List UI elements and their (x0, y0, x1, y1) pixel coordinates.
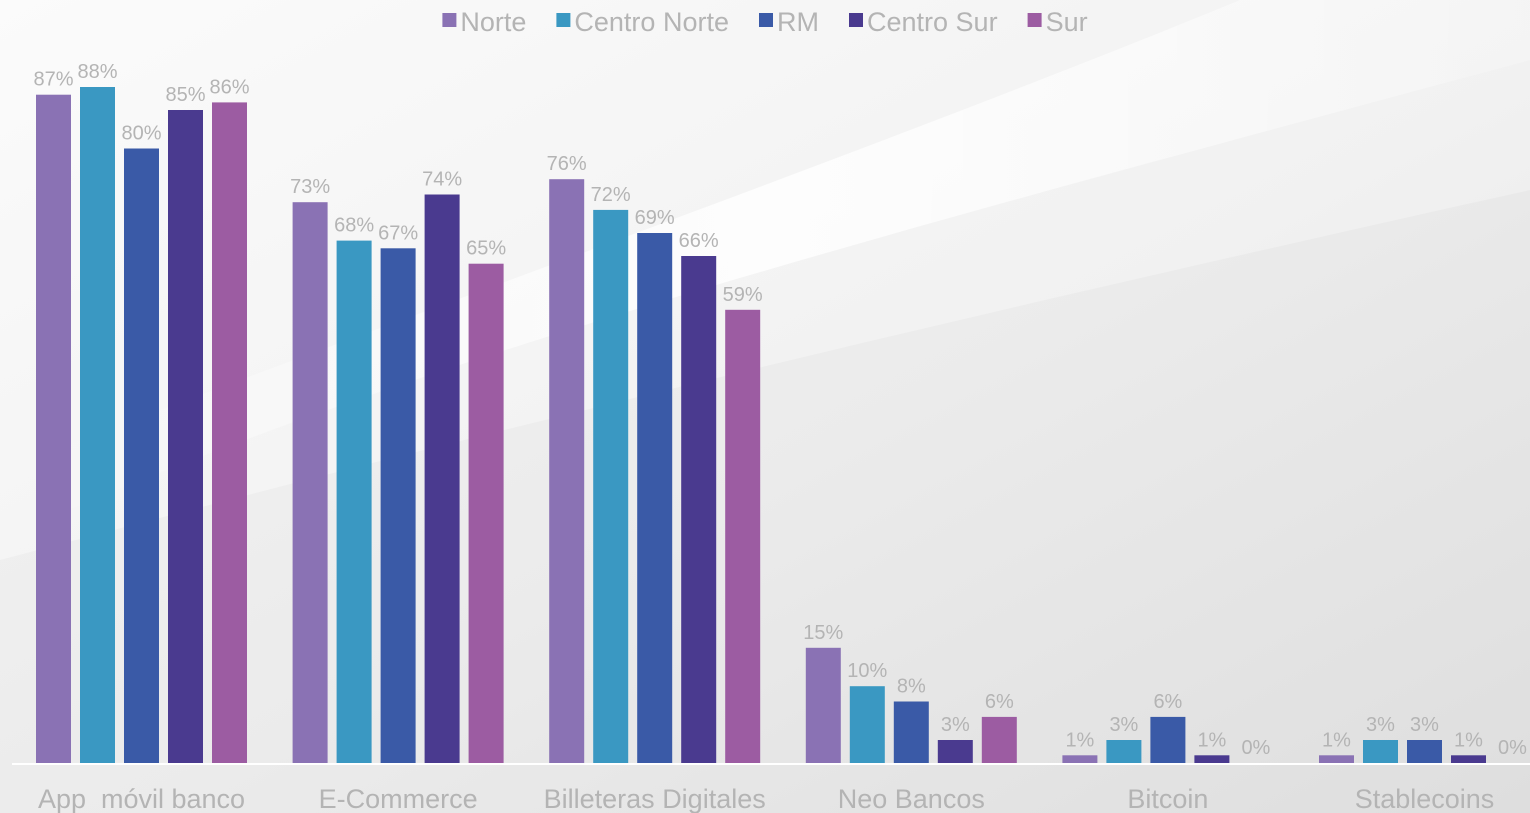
legend-swatch-centro-sur (849, 13, 863, 27)
bar-bitcoin-centro-sur (1194, 755, 1230, 763)
legend-swatch-rm (759, 13, 773, 27)
legend-item-centro-sur: Centro Sur (849, 7, 998, 37)
bar-neo-bancos-rm (893, 701, 929, 763)
legend-item-rm: RM (759, 7, 819, 37)
bar-neo-bancos-centro-sur (937, 740, 973, 763)
legend-item-centro-norte: Centro Norte (556, 7, 729, 37)
legend-swatch-centro-norte (556, 13, 571, 27)
data-label-bitcoin-centro-norte: 3% (1109, 714, 1138, 736)
data-label-bitcoin-centro-sur: 1% (1197, 729, 1226, 751)
bar-billeteras-digitales-centro-sur (681, 256, 717, 763)
data-label-billeteras-digitales-norte: 76% (547, 153, 587, 175)
bar-e-commerce-sur (468, 263, 504, 763)
bar-stablecoins-centro-sur (1451, 755, 1486, 763)
category-labels: App móvil banco E-Commerce Billeteras Digi… (38, 784, 1494, 813)
data-label-billeteras-digitales-rm: 69% (635, 207, 675, 229)
bar-app-movil-banco-norte (36, 94, 71, 763)
bar-app-movil-banco-centro-norte (80, 87, 115, 763)
data-label-app-movil-banco-centro-sur: 85% (165, 84, 205, 106)
data-label-billeteras-digitales-centro-norte: 72% (591, 184, 631, 206)
bar-stablecoins-rm (1407, 740, 1442, 763)
bar-bitcoin-norte (1062, 755, 1098, 763)
bar-billeteras-digitales-rm (637, 233, 673, 763)
data-label-stablecoins-centro-sur: 1% (1454, 729, 1483, 751)
data-label-stablecoins-sur: 0% (1498, 737, 1527, 759)
bar-neo-bancos-norte (805, 647, 841, 763)
data-label-e-commerce-rm: 67% (378, 222, 418, 244)
data-label-neo-bancos-sur: 6% (985, 691, 1014, 713)
data-label-e-commerce-centro-sur: 74% (422, 169, 462, 191)
data-label-app-movil-banco-sur: 86% (209, 76, 249, 98)
bar-e-commerce-centro-norte (336, 240, 372, 764)
data-label-billeteras-digitales-sur: 59% (723, 284, 763, 306)
bar-bitcoin-rm (1150, 716, 1186, 763)
data-label-e-commerce-norte: 73% (290, 176, 330, 198)
data-label-bitcoin-norte: 1% (1065, 729, 1094, 751)
bar-e-commerce-rm (380, 248, 416, 764)
legend-item-norte: Norte (442, 7, 526, 37)
legend: Norte Centro Norte RM Centro Sur Sur (442, 7, 1088, 37)
bar-stablecoins-norte (1319, 755, 1354, 763)
legend-label-centro-norte: Centro Norte (574, 7, 729, 37)
bar-e-commerce-centro-sur (424, 194, 460, 763)
data-label-neo-bancos-centro-norte: 10% (847, 660, 887, 682)
category-label-e-commerce: E-Commerce (319, 784, 478, 813)
legend-label-sur: Sur (1046, 7, 1088, 37)
legend-item-sur: Sur (1027, 7, 1088, 37)
data-label-neo-bancos-rm: 8% (897, 676, 926, 698)
data-label-bitcoin-sur: 0% (1241, 737, 1270, 759)
bar-bitcoin-centro-norte (1106, 740, 1142, 763)
data-label-neo-bancos-norte: 15% (803, 622, 843, 644)
category-label-app-movil-banco: App móvil banco (38, 784, 245, 813)
data-labels: 87% 88%80%85% 86%73%68% 67%74%65%76%72%69%6… (33, 61, 1527, 759)
background-swoosh (0, 0, 1530, 540)
data-label-stablecoins-norte: 1% (1322, 729, 1351, 751)
data-label-app-movil-banco-norte: 87% (33, 69, 73, 91)
bars (36, 87, 1486, 764)
data-label-stablecoins-centro-norte: 3% (1366, 714, 1395, 736)
bar-neo-bancos-centro-norte (849, 686, 885, 763)
category-label-bitcoin: Bitcoin (1127, 784, 1208, 813)
legend-label-rm: RM (777, 7, 819, 37)
data-label-neo-bancos-centro-sur: 3% (941, 714, 970, 736)
bar-billeteras-digitales-sur (725, 309, 761, 763)
legend-label-norte: Norte (460, 7, 526, 37)
legend-swatch-norte (442, 13, 457, 27)
bar-e-commerce-norte (292, 202, 328, 763)
category-label-neo-bancos: Neo Bancos (838, 784, 985, 813)
bar-app-movil-banco-rm (124, 148, 159, 763)
legend-swatch-sur (1027, 13, 1042, 27)
data-label-stablecoins-rm: 3% (1410, 714, 1439, 736)
data-label-app-movil-banco-centro-norte: 88% (77, 61, 117, 83)
bar-app-movil-banco-centro-sur (168, 110, 203, 763)
bar-billeteras-digitales-norte (549, 179, 585, 763)
bar-stablecoins-centro-norte (1363, 740, 1398, 763)
data-label-e-commerce-centro-norte: 68% (334, 215, 374, 237)
legend-label-centro-sur: Centro Sur (867, 7, 998, 37)
data-label-e-commerce-sur: 65% (466, 238, 506, 260)
bar-billeteras-digitales-centro-norte (593, 209, 629, 763)
bar-app-movil-banco-sur (212, 102, 247, 763)
data-label-bitcoin-rm: 6% (1153, 691, 1182, 713)
data-label-app-movil-banco-rm: 80% (121, 123, 161, 145)
category-label-billeteras-digitales: Billeteras Digitales (544, 784, 766, 813)
data-label-billeteras-digitales-centro-sur: 66% (679, 230, 719, 252)
bar-neo-bancos-sur (981, 716, 1017, 763)
category-label-stablecoins: Stablecoins (1355, 784, 1495, 813)
